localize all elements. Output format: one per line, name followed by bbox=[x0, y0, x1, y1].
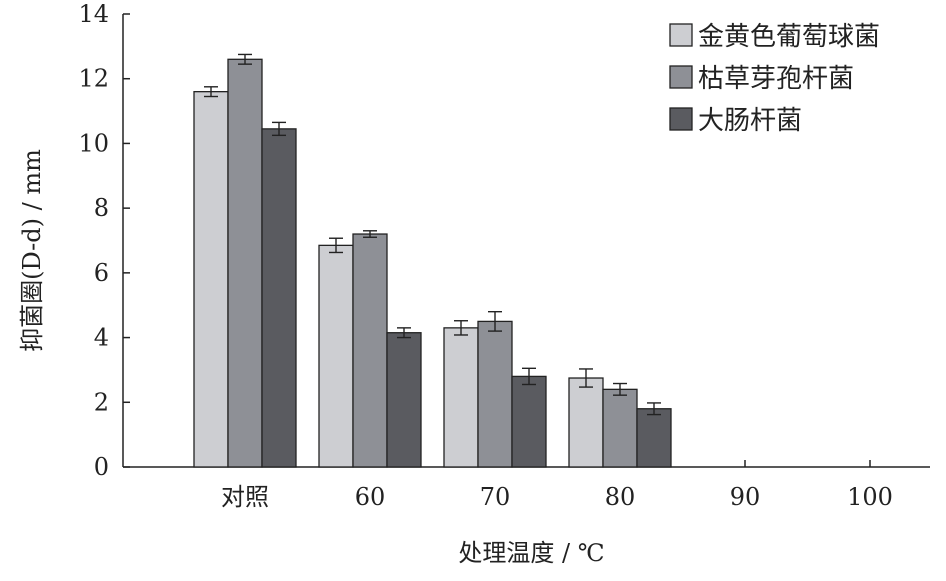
bar bbox=[443, 327, 479, 468]
x-tick-label: 80 bbox=[605, 483, 636, 511]
x-axis-title: 处理温度 / ℃ bbox=[458, 539, 604, 567]
y-ticks: 0 2 4 6 8 10 12 14 bbox=[78, 0, 130, 481]
y-tick-label: 2 bbox=[94, 388, 109, 416]
bar bbox=[568, 377, 604, 468]
bar bbox=[318, 244, 354, 468]
y-tick-label: 12 bbox=[78, 65, 109, 93]
legend-swatch bbox=[669, 65, 693, 89]
x-tick-label: 90 bbox=[730, 483, 761, 511]
y-tick-label: 0 bbox=[94, 453, 109, 481]
bar bbox=[386, 332, 422, 468]
y-tick-label: 4 bbox=[94, 324, 109, 352]
bar bbox=[602, 388, 638, 468]
bar bbox=[636, 408, 672, 468]
legend-swatch bbox=[669, 107, 693, 131]
bar bbox=[227, 58, 263, 468]
x-tick-label: 100 bbox=[847, 483, 893, 511]
bar bbox=[193, 91, 229, 468]
x-ticks: 对照 60 70 80 90 100 bbox=[221, 460, 893, 511]
x-tick-label: 70 bbox=[480, 483, 511, 511]
y-tick-label: 10 bbox=[78, 129, 109, 157]
bar bbox=[261, 128, 297, 468]
bar bbox=[352, 233, 388, 468]
legend-swatch bbox=[669, 23, 693, 47]
legend-label: 金黄色葡萄球菌 bbox=[698, 22, 880, 52]
x-tick-label: 对照 bbox=[221, 483, 269, 511]
bar bbox=[511, 375, 547, 468]
y-axis-title: 抑菌圈(D-d) / mm bbox=[18, 149, 46, 352]
x-tick-label: 60 bbox=[355, 483, 386, 511]
legend-label: 枯草芽孢杆菌 bbox=[698, 64, 854, 94]
legend-label: 大肠杆菌 bbox=[698, 106, 802, 136]
y-tick-label: 14 bbox=[78, 0, 109, 28]
bars bbox=[193, 58, 672, 468]
error-bars bbox=[204, 53, 661, 416]
y-tick-label: 8 bbox=[94, 194, 109, 222]
bar bbox=[477, 320, 513, 468]
y-tick-label: 6 bbox=[94, 259, 109, 287]
